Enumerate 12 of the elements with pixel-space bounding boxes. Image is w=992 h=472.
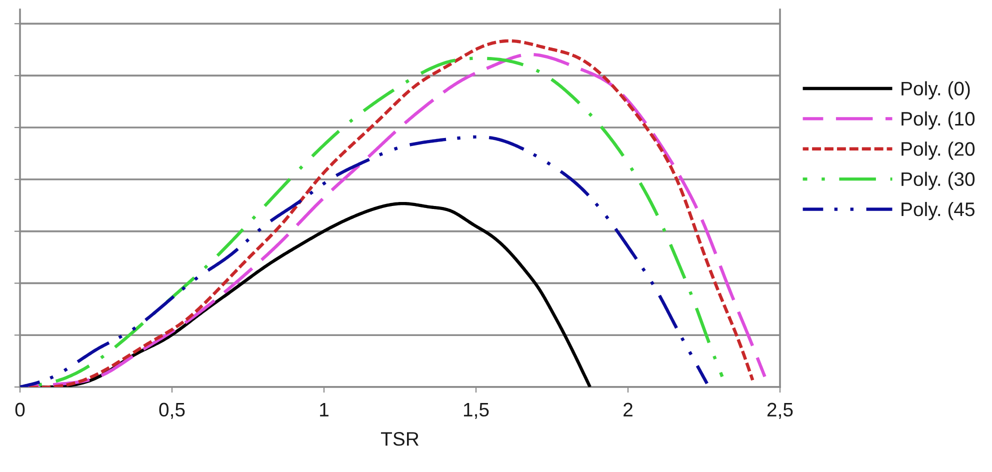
legend-label: Poly. (20	[902, 142, 975, 160]
legend-label: Poly. (45	[902, 202, 975, 220]
legend-label: Poly. (10	[902, 111, 975, 130]
x-tick-label: 0	[15, 402, 25, 417]
x-tick-label: 2	[624, 402, 632, 416]
x-tick-label: 1,5	[464, 402, 489, 419]
legend-label: Poly. (30	[902, 172, 975, 190]
legend-label: Poly. (0)	[902, 81, 970, 100]
x-tick-label: 0,5	[159, 402, 185, 419]
x-tick-label: 1	[320, 402, 328, 416]
x-tick-label: 2,5	[767, 402, 793, 419]
x-axis-title: TSR	[380, 432, 419, 446]
